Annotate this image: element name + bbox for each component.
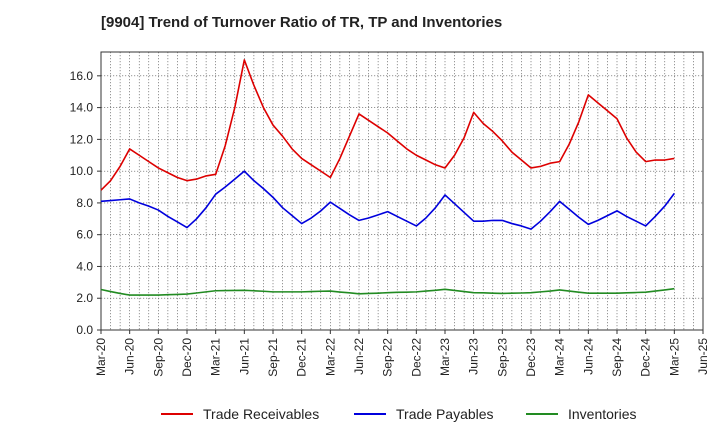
x-tick-label: Sep-21 [266, 338, 280, 377]
x-tick-label: Dec-24 [639, 338, 653, 377]
series-layer [100, 59, 675, 296]
x-tick-label: Mar-21 [209, 338, 223, 376]
x-tick-label: Dec-21 [295, 338, 309, 377]
y-tick-label: 12.0 [70, 132, 94, 146]
legend-label-inventories: Inventories [568, 406, 636, 422]
x-tick-label: Mar-24 [553, 338, 567, 376]
y-tick-label: 4.0 [76, 259, 93, 273]
y-tick-label: 14.0 [70, 101, 94, 115]
x-tick-label: Jun-20 [123, 338, 137, 375]
x-tick-label: Jun-25 [696, 338, 710, 375]
axis-layer: 0.0 2.0 4.0 6.0 8.0 10.0 12.0 14.0 16.0 Mar-20 Jun… [70, 51, 710, 377]
chart-title: [9904] Trend of Turnover Ratio of TR, TP… [101, 14, 503, 31]
y-tick-label: 8.0 [76, 196, 93, 210]
x-tick-label: Sep-24 [610, 338, 624, 377]
y-tick-label: 0.0 [76, 323, 93, 337]
series-line-trade-payables [100, 170, 675, 230]
x-tick-label: Mar-22 [323, 338, 337, 376]
y-tick-label: 2.0 [76, 291, 93, 305]
x-tick-label: Dec-22 [409, 338, 423, 377]
x-tick-label: Dec-23 [524, 338, 538, 377]
legend-label-trade-payables: Trade Payables [396, 406, 494, 422]
x-tick-label: Dec-20 [180, 338, 194, 377]
series-line-trade-receivables [100, 59, 675, 191]
x-tick-label: Jun-21 [237, 338, 251, 375]
x-tick-label: Jun-23 [467, 338, 481, 375]
x-tick-label: Sep-23 [495, 338, 509, 377]
x-tick-label: Sep-20 [151, 338, 165, 377]
x-tick-label: Jun-22 [352, 338, 366, 375]
y-tick-label: 6.0 [76, 228, 93, 242]
y-tick-label: 16.0 [70, 69, 94, 83]
legend-label-trade-receivables: Trade Receivables [203, 406, 319, 422]
y-tick-label: 10.0 [70, 164, 94, 178]
legend: Trade Receivables Trade Payables Inventori… [161, 406, 636, 422]
series-line-inventories [100, 287, 675, 296]
plot-frame [100, 51, 704, 331]
x-tick-label: Jun-24 [581, 338, 595, 375]
grid-layer [100, 52, 704, 331]
x-tick-label: Mar-20 [94, 338, 108, 376]
x-tick-label: Mar-23 [438, 338, 452, 376]
x-tick-label: Mar-25 [667, 338, 681, 376]
x-tick-label: Sep-22 [381, 338, 395, 377]
